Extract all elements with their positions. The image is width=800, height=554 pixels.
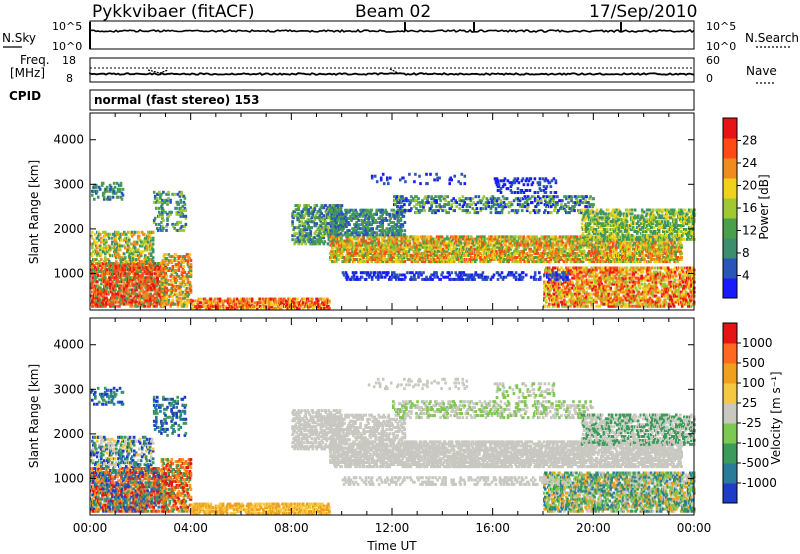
colorbar-tick-label: 4 (742, 269, 750, 283)
colorbar-tick-label: -500 (742, 456, 769, 470)
power-colorbar: 4 8 12 16 20 24 28 (722, 117, 757, 299)
colorbar-tick-label: -1000 (742, 476, 777, 490)
x-tick-label: 04:00 (173, 521, 208, 535)
velocity-colorbar: 1000 500 100 25 -25 -100 -500 -1000 (722, 322, 777, 504)
nave-tick-bottom: 0 (706, 72, 713, 85)
nsearch-tick-bottom: 10^0 (706, 40, 736, 53)
colorbar-tick-label: 500 (742, 356, 765, 370)
station-title: Pykkvibaer (fitACF) (92, 2, 254, 22)
x-tick-label: 20:00 (576, 521, 611, 535)
nsearch-label: N.Search (745, 31, 799, 45)
freq-strip: Freq. [MHz] 18 8 60 0 Nave (10, 53, 777, 85)
freq-trace (89, 67, 695, 76)
nsky-tick-bottom: 10^0 (52, 40, 82, 53)
colorbar-tick-label: 16 (742, 201, 757, 215)
power-x-axis (89, 113, 695, 310)
y-tick-label: 1000 (53, 471, 84, 485)
freq-tick-top: 18 (62, 54, 76, 67)
velocity-ylabel: Slant Range [km] (27, 364, 41, 468)
y-tick-label: 3000 (53, 382, 84, 396)
colorbar-tick-label: 28 (742, 134, 757, 148)
power-panel: 1000 2000 3000 4000 Slant Range [km] 4 8 12 16… (27, 112, 771, 311)
nsky-strip: N.Sky 10^5 10^0 10^5 10^0 N.Search (2, 20, 799, 53)
colorbar-tick-label: 1000 (742, 336, 773, 350)
nsky-tick-top: 10^5 (52, 20, 82, 33)
power-scatter (90, 172, 696, 310)
nsky-label: N.Sky (2, 31, 36, 45)
velocity-panel: 1000 2000 3000 4000 00:00 04:00 08:00 12:00 16:… (27, 317, 783, 535)
colorbar-tick-label: 8 (742, 246, 750, 260)
x-tick-label: 08:00 (274, 521, 309, 535)
freq-label: Freq. (20, 53, 50, 67)
cpid-value: normal (fast stereo) 153 (94, 93, 260, 107)
power-y-axis: 1000 2000 3000 4000 (53, 133, 694, 280)
colorbar-tick-label: 100 (742, 376, 765, 390)
velocity-colorbar-label: Velocity [m s⁻¹] (769, 371, 783, 464)
y-tick-label: 2000 (53, 427, 84, 441)
cpid-label: CPID (9, 89, 41, 103)
colorbar-tick-label: 24 (742, 156, 757, 170)
y-tick-label: 4000 (53, 338, 84, 352)
colorbar-tick-label: 20 (742, 179, 757, 193)
y-tick-label: 1000 (53, 266, 84, 280)
beam-title: Beam 02 (355, 2, 431, 22)
nsky-trace (89, 22, 695, 49)
freq-tick-bottom: 8 (66, 72, 73, 85)
y-tick-label: 4000 (53, 133, 84, 147)
freq-unit-label: [MHz] (10, 66, 45, 80)
colorbar-tick-label: 12 (742, 224, 757, 238)
y-tick-label: 3000 (53, 177, 84, 191)
nsearch-tick-top: 10^5 (706, 20, 736, 33)
nave-tick-top: 60 (706, 54, 720, 67)
x-tick-label: 12:00 (375, 521, 410, 535)
power-colorbar-label: Power [dB] (757, 174, 771, 239)
colorbar-tick-label: -100 (742, 436, 769, 450)
x-tick-label: 00:00 (677, 521, 712, 535)
colorbar-tick-label: -25 (742, 416, 762, 430)
power-ylabel: Slant Range [km] (27, 160, 41, 264)
x-axis-title: Time UT (366, 539, 417, 553)
date-title: 17/Sep/2010 (589, 2, 697, 22)
x-tick-label: 16:00 (475, 521, 510, 535)
nave-label: Nave (746, 64, 777, 78)
colorbar-tick-label: 25 (742, 396, 757, 410)
velocity-y-axis: 1000 2000 3000 4000 (53, 338, 694, 485)
x-tick-label: 00:00 (73, 521, 108, 535)
velocity-x-axis: 00:00 04:00 08:00 12:00 16:00 20:00 00:00 (73, 318, 712, 535)
y-tick-label: 2000 (53, 222, 84, 236)
velocity-scatter (90, 377, 696, 515)
